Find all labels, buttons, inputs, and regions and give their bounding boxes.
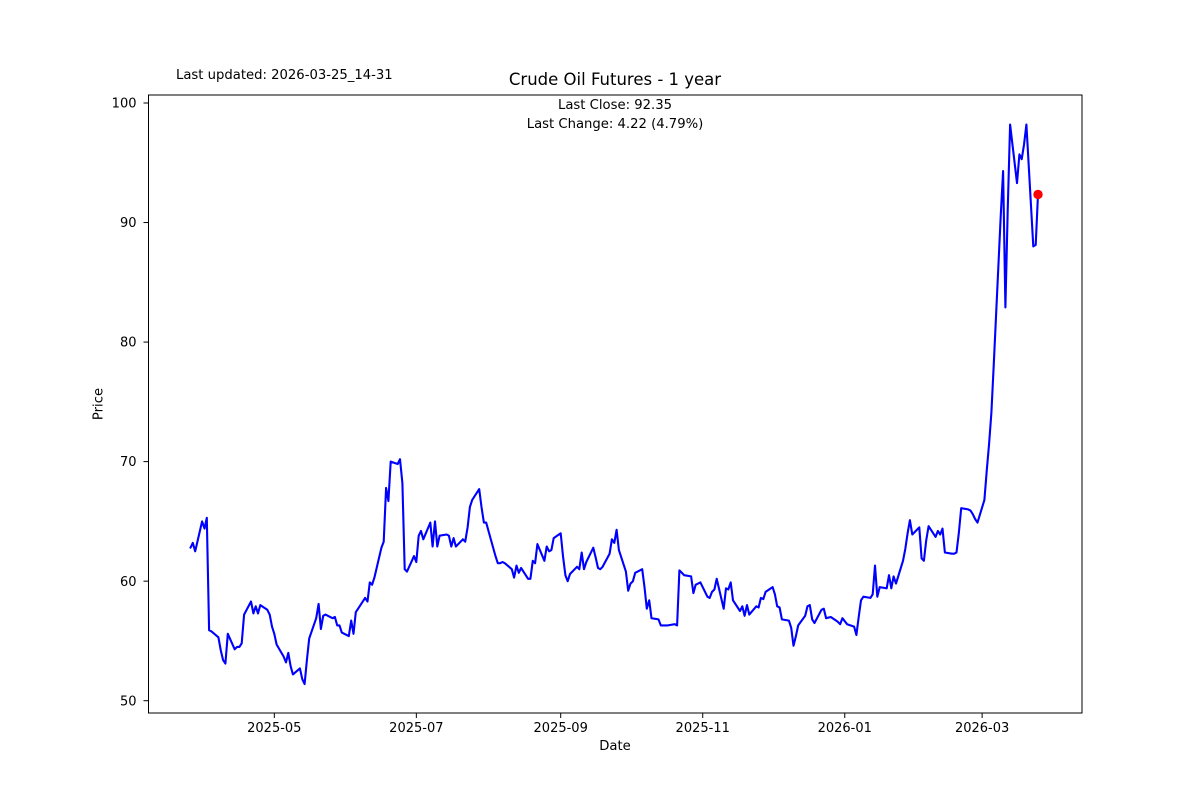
y-tick-label: 100 [112,97,137,112]
y-tick-label: 50 [120,694,137,709]
y-tick-label: 80 [120,336,137,351]
chart-title: Crude Oil Futures - 1 year [508,70,722,89]
x-tick-label: 2025-11 [676,721,730,736]
price-line [189,123,1040,686]
x-axis-label: Date [599,739,631,754]
y-tick-label: 60 [120,575,137,590]
last-price-marker [1033,189,1043,200]
last-close-text: Last Close: 92.35 [558,98,672,113]
y-axis-label: Price [91,387,107,421]
x-tick-label: 2026-01 [818,721,872,736]
x-tick-label: 2025-07 [389,721,443,736]
price-annotation: Last Close: 92.35 Last Change: 4.22 (4.7… [148,96,1082,134]
x-tick-label: 2025-09 [534,721,588,736]
y-tick-label: 90 [120,216,137,231]
last-updated-text: Last updated: 2026-03-25_14-31 [176,68,393,83]
x-tick-label: 2026-03 [955,721,1009,736]
plot-border [148,94,1083,714]
last-change-text: Last Change: 4.22 (4.79%) [526,117,704,133]
y-tick-label: 70 [120,455,137,470]
x-tick-label: 2025-05 [247,721,301,736]
